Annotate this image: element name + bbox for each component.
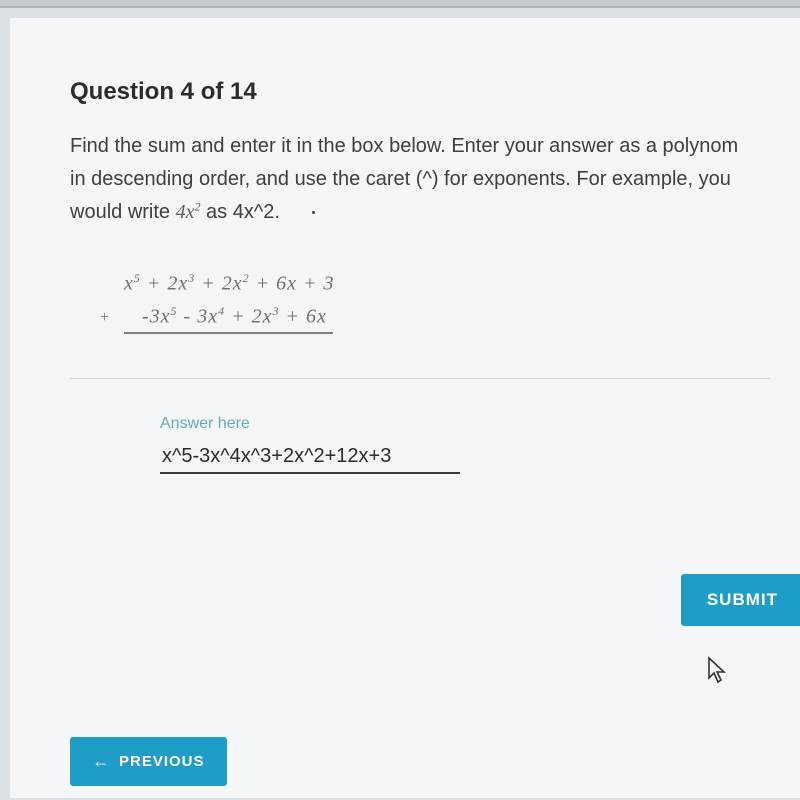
math-row-2: + -3x5 - 3x4 + 2x3 + 6x: [100, 300, 800, 339]
stray-dot: [312, 211, 315, 214]
section-divider: [70, 378, 770, 379]
question-body-line2: in descending order, and use the caret (…: [70, 165, 800, 194]
answer-label: Answer here: [160, 415, 800, 433]
submit-button[interactable]: SUBMIT: [681, 574, 800, 626]
previous-button[interactable]: ← PREVIOUS: [70, 737, 227, 786]
quiz-panel: Question 4 of 14 Find the sum and enter …: [10, 18, 800, 798]
math-row-2-expr: -3x5 - 3x4 + 2x3 + 6x: [124, 304, 333, 335]
previous-button-label: PREVIOUS: [119, 753, 205, 770]
question-title: Question 4 of 14: [70, 78, 800, 106]
math-expression: x5 + 2x3 + 2x2 + 6x + 3 + -3x5 - 3x4 + 2…: [100, 267, 800, 338]
question-body-line1: Find the sum and enter it in the box bel…: [70, 132, 800, 161]
cursor-icon: [706, 656, 728, 684]
answer-region: Answer here: [160, 415, 800, 474]
question-body-line3: would write 4x2 as 4x^2.: [70, 198, 800, 227]
plus-operator: +: [100, 309, 124, 327]
answer-input[interactable]: [160, 441, 460, 474]
window-topbar: [0, 0, 800, 8]
question-body-line3-prefix: would write: [70, 201, 176, 223]
question-body-line3-suffix: as 4x^2.: [201, 201, 280, 223]
inline-math-4x2: 4x2: [176, 198, 201, 227]
arrow-left-icon: ←: [92, 751, 111, 772]
math-row-1: x5 + 2x3 + 2x2 + 6x + 3: [100, 267, 800, 300]
